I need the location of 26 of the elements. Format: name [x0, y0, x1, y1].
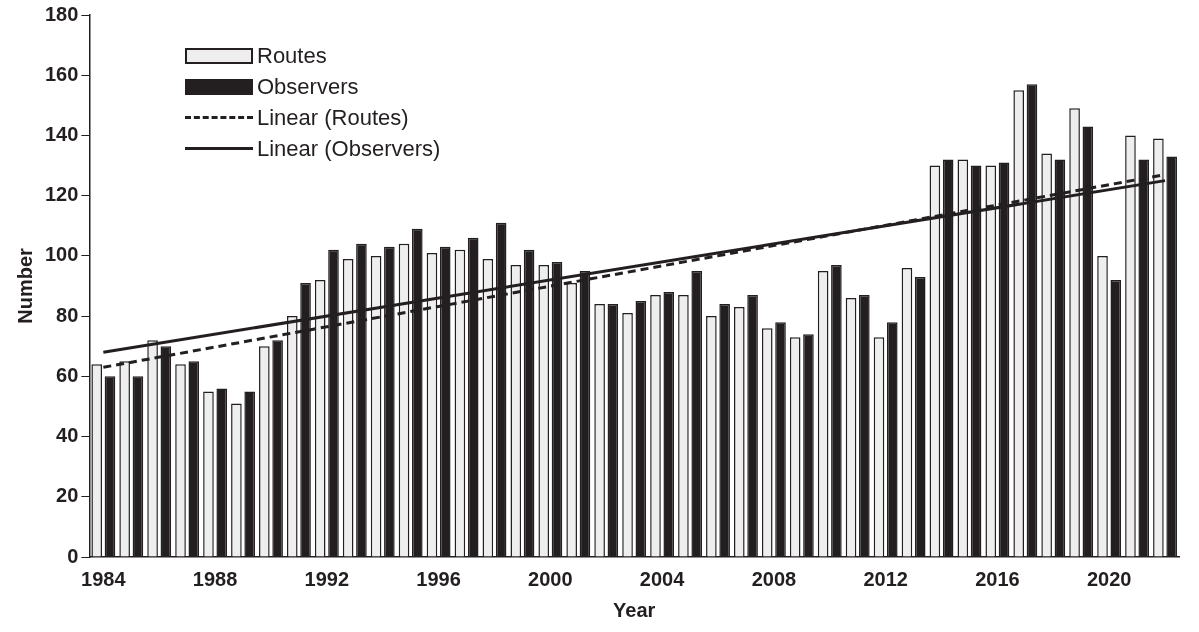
x-tick-label: 1992 — [304, 567, 350, 590]
legend-label: Linear (Routes) — [257, 104, 409, 131]
x-tick-label: 1984 — [81, 567, 127, 590]
x-axis-title: Year — [613, 598, 656, 621]
x-tick-label: 2012 — [863, 567, 908, 590]
y-tick-label: 180 — [44, 2, 79, 25]
y-tick-label: 100 — [44, 243, 79, 266]
x-tick-label: 2020 — [1086, 567, 1132, 590]
y-tick-label: 40 — [56, 424, 79, 447]
y-tick-label: 160 — [44, 62, 79, 85]
x-tick-label: 2016 — [975, 567, 1020, 590]
x-tick-label: 2008 — [751, 567, 797, 590]
x-tick-label: 2000 — [528, 567, 573, 590]
y-tick-label: 80 — [56, 303, 79, 326]
y-tick-label: 140 — [44, 122, 79, 145]
y-tick-label: 120 — [44, 183, 79, 206]
x-tick-label: 1996 — [416, 567, 461, 590]
y-tick-label: 60 — [56, 363, 79, 386]
legend-label: Routes — [257, 42, 327, 69]
x-tick-label: 2004 — [639, 567, 686, 590]
y-tick-label: 20 — [56, 484, 79, 507]
y-axis-title: Number — [13, 248, 36, 324]
legend-label: Observers — [257, 73, 359, 100]
y-tick-label: 0 — [67, 544, 79, 567]
x-tick-label: 1988 — [192, 567, 238, 590]
legend-label: Linear (Observers) — [257, 135, 441, 162]
